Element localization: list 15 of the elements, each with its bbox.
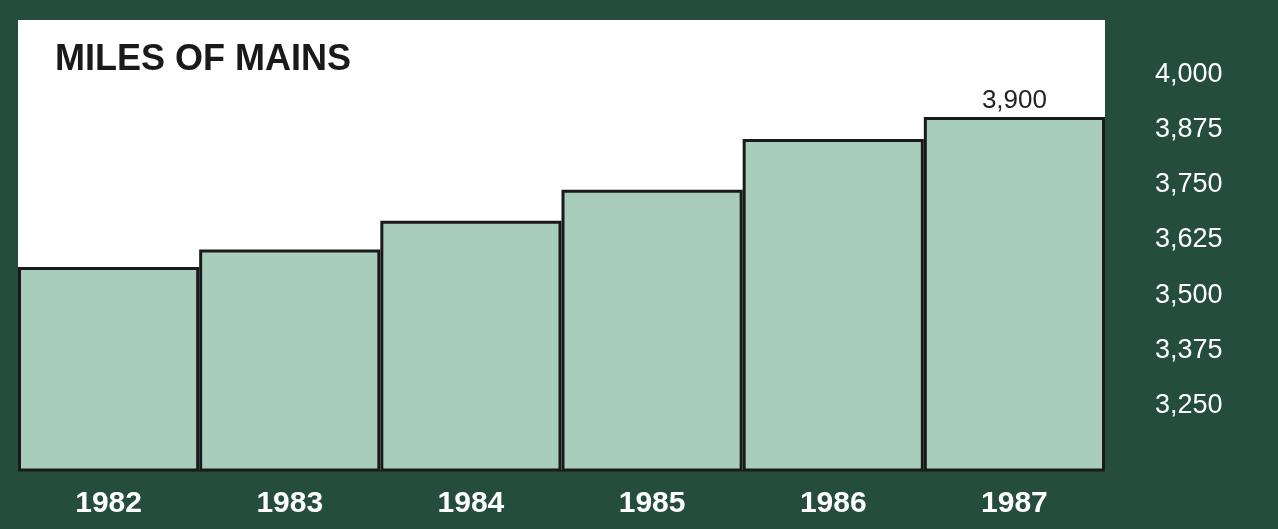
- y-tick-label: 3,375: [1155, 333, 1223, 364]
- y-tick-label: 4,000: [1155, 57, 1223, 88]
- data-label: 3,900: [981, 84, 1047, 115]
- y-tick-label: 3,250: [1155, 388, 1223, 419]
- y-tick-label: 3,625: [1155, 223, 1223, 254]
- x-tick-label: 1985: [618, 484, 686, 518]
- y-tick-label: 3,875: [1155, 113, 1223, 144]
- x-tick-label: 1982: [75, 484, 142, 518]
- x-tick-label: 1987: [981, 484, 1048, 518]
- x-tick-label: 1986: [799, 484, 867, 518]
- x-tick-label: 1984: [437, 484, 505, 518]
- y-tick-label: 3,750: [1155, 168, 1223, 199]
- y-tick-label: 3,500: [1155, 278, 1223, 309]
- text: MILES OF MAINS: [55, 36, 351, 78]
- x-tick-label: 1983: [256, 484, 324, 518]
